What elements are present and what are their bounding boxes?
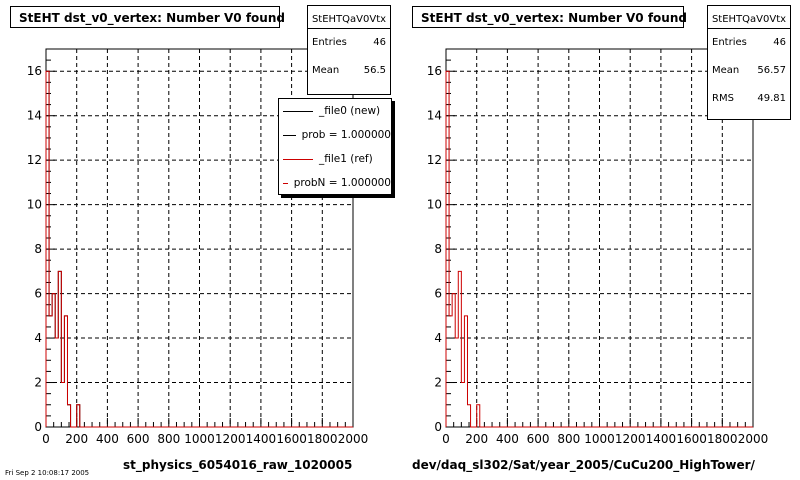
x-tick-label-right: 1400	[646, 432, 677, 446]
stats-entries-row-right: Entries 46	[708, 29, 790, 57]
y-tick-label-right: 0	[434, 420, 442, 434]
stats-mean-value-right: 56.57	[757, 65, 786, 76]
x-tick-label-left: 1800	[307, 432, 338, 446]
stats-mean-label-left: Mean	[312, 65, 340, 76]
chart-title-left-text: StEHT dst_v0_vertex: Number V0 found	[19, 11, 285, 25]
x-tick-label-left: 400	[96, 432, 119, 446]
x-tick-label-right: 1800	[707, 432, 738, 446]
stats-box-right: StEHTQaV0Vtx Entries 46 Mean 56.57 RMS 4…	[707, 5, 791, 120]
x-tick-label-right: 800	[557, 432, 580, 446]
x-tick-label-left: 2000	[338, 432, 369, 446]
stats-entries-label-left: Entries	[312, 37, 347, 48]
y-tick-label-right: 16	[427, 64, 442, 78]
x-tick-label-right: 1000	[584, 432, 615, 446]
stats-rms-value-right: 49.81	[757, 93, 786, 104]
x-tick-label-left: 0	[42, 432, 50, 446]
y-tick-label-right: 8	[434, 242, 442, 256]
stats-box-left: StEHTQaV0Vtx Entries 46 Mean 56.5	[307, 5, 391, 95]
legend-box-left: _file0 (new) prob = 1.000000 _file1 (ref…	[278, 98, 392, 195]
stats-mean-row-left: Mean 56.5	[308, 57, 390, 85]
x-tick-label-right: 0	[442, 432, 450, 446]
x-tick-label-left: 600	[127, 432, 150, 446]
stats-entries-value-right: 46	[773, 37, 786, 48]
stats-mean-row-right: Mean 56.57	[708, 57, 790, 85]
legend-label-probn: probN = 1.000000	[293, 177, 391, 189]
x-tick-label-left: 1000	[184, 432, 215, 446]
y-tick-label-left: 14	[27, 109, 42, 123]
x-tick-label-left: 1600	[276, 432, 307, 446]
legend-line-file0	[283, 110, 313, 112]
chart-title-right: StEHT dst_v0_vertex: Number V0 found	[412, 6, 687, 28]
y-tick-label-left: 6	[34, 287, 42, 301]
x-axis-label-left: st_physics_6054016_raw_1020005	[123, 458, 353, 472]
stats-entries-value-left: 46	[373, 37, 386, 48]
y-tick-label-right: 12	[427, 153, 442, 167]
legend-line-file1	[283, 158, 313, 160]
y-tick-label-left: 12	[27, 153, 42, 167]
legend-label-file1: _file1 (ref)	[319, 153, 373, 165]
chart-title-right-text: StEHT dst_v0_vertex: Number V0 found	[421, 11, 687, 25]
y-tick-label-right: 14	[427, 109, 442, 123]
stats-name-right: StEHTQaV0Vtx	[711, 14, 787, 25]
legend-label-prob: prob = 1.000000	[301, 129, 391, 141]
legend-entry-file0: _file0 (new)	[279, 99, 391, 123]
x-tick-label-right: 2000	[738, 432, 769, 446]
legend-entry-file1: _file1 (ref)	[279, 147, 391, 171]
stats-rms-label-right: RMS	[712, 93, 734, 104]
legend-entry-prob: prob = 1.000000	[279, 123, 391, 147]
stats-rms-row-right: RMS 49.81	[708, 85, 790, 113]
legend-line-probn	[283, 182, 288, 184]
x-tick-label-left: 800	[157, 432, 180, 446]
y-tick-label-right: 2	[434, 376, 442, 390]
x-tick-label-right: 1600	[676, 432, 707, 446]
y-tick-label-right: 6	[434, 287, 442, 301]
y-tick-label-right: 10	[427, 198, 442, 212]
stats-entries-row-left: Entries 46	[308, 29, 390, 57]
chart-title-left: StEHT dst_v0_vertex: Number V0 found	[10, 6, 285, 28]
histogram-series-right-0	[445, 70, 753, 428]
x-tick-label-left: 1400	[246, 432, 277, 446]
legend-label-file0: _file0 (new)	[319, 105, 381, 117]
stats-mean-label-right: Mean	[712, 65, 740, 76]
x-tick-label-right: 200	[465, 432, 488, 446]
x-tick-label-left: 1200	[215, 432, 246, 446]
x-tick-label-right: 400	[496, 432, 519, 446]
histogram-series-left-1	[45, 70, 353, 428]
footer-stamp: Fri Sep 2 10:08:17 2005	[5, 469, 90, 477]
stats-name-left: StEHTQaV0Vtx	[311, 14, 387, 25]
y-tick-label-left: 8	[34, 242, 42, 256]
x-tick-label-right: 600	[527, 432, 550, 446]
y-tick-label-left: 10	[27, 198, 42, 212]
y-tick-label-left: 2	[34, 376, 42, 390]
stats-mean-value-left: 56.5	[363, 65, 386, 76]
y-tick-label-left: 4	[34, 331, 42, 345]
x-tick-label-right: 1200	[615, 432, 646, 446]
y-tick-label-left: 16	[27, 64, 42, 78]
x-tick-label-left: 200	[65, 432, 88, 446]
y-tick-label-right: 4	[434, 331, 442, 345]
x-axis-label-right: dev/daq_sl302/Sat/year_2005/CuCu200_High…	[412, 458, 755, 472]
stats-entries-label-right: Entries	[712, 37, 747, 48]
y-tick-label-left: 0	[34, 420, 42, 434]
legend-line-prob	[283, 134, 296, 136]
legend-entry-probn: probN = 1.000000	[279, 171, 391, 194]
